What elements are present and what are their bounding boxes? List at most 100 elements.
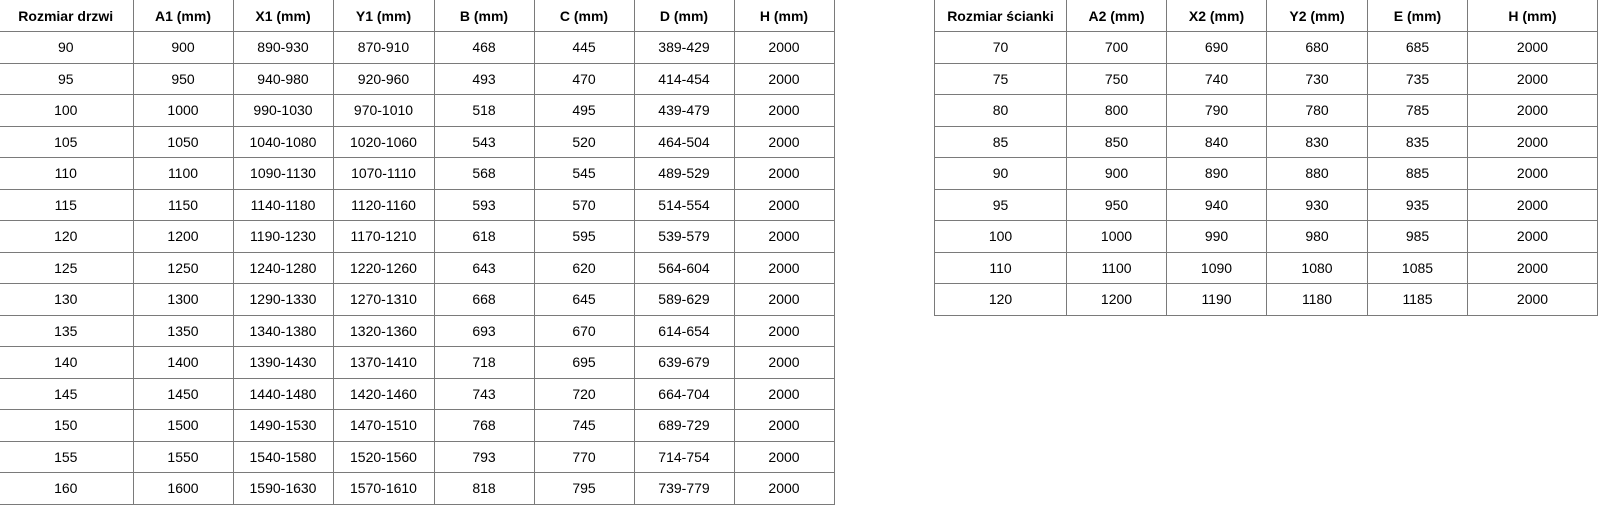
table-row: 120 1200 1190 1180 1185 2000 <box>934 283 1598 316</box>
table-row: 120 1200 1190-1230 1170-1210 618 595 539-579 20… <box>0 220 835 253</box>
table-cell: 1450 <box>132 377 234 410</box>
table-cell: 1520-1560 <box>332 440 435 473</box>
column-header: C (mm) <box>533 0 635 32</box>
table-cell: 1185 <box>1367 283 1468 316</box>
table-cell: 1440-1480 <box>232 377 334 410</box>
table-cell: 940 <box>1166 188 1267 221</box>
table-cell: 570 <box>533 188 635 221</box>
table-cell: 935 <box>1367 188 1468 221</box>
table-cell: 793 <box>433 440 535 473</box>
table-cell: 1240-1280 <box>232 251 334 284</box>
table-cell: 768 <box>433 409 535 442</box>
table-cell: 1390-1430 <box>232 346 334 379</box>
table-cell: 885 <box>1367 157 1468 190</box>
table-cell: 940-980 <box>232 62 334 95</box>
table-cell: 985 <box>1367 220 1468 253</box>
table-cell: 664-704 <box>633 377 735 410</box>
table-cell: 780 <box>1266 94 1368 127</box>
table-cell: 1200 <box>132 220 234 253</box>
table-row: 130 1300 1290-1330 1270-1310 668 645 589-629 20… <box>0 283 835 316</box>
table-cell: 618 <box>433 220 535 253</box>
table-cell: 720 <box>533 377 635 410</box>
table-cell: 493 <box>433 62 535 95</box>
table-cell: 140 <box>0 346 134 379</box>
table-row: 110 1100 1090 1080 1085 2000 <box>934 251 1598 284</box>
table-cell: 1370-1410 <box>332 346 435 379</box>
table-cell: 1300 <box>132 283 234 316</box>
table-cell: 514-554 <box>633 188 735 221</box>
table-cell: 2000 <box>1467 157 1598 190</box>
table-cell: 1420-1460 <box>332 377 435 410</box>
table-cell: 1140-1180 <box>232 188 334 221</box>
table-cell: 1090-1130 <box>232 157 334 190</box>
table-cell: 730 <box>1266 62 1368 95</box>
table-cell: 145 <box>0 377 134 410</box>
table-cell: 1150 <box>132 188 234 221</box>
table-cell: 2000 <box>733 472 835 505</box>
table-cell: 693 <box>433 314 535 347</box>
table-cell: 1220-1260 <box>332 251 435 284</box>
table-cell: 1070-1110 <box>332 157 435 190</box>
table-cell: 1100 <box>132 157 234 190</box>
column-header: Y1 (mm) <box>332 0 435 32</box>
table-cell: 90 <box>934 157 1067 190</box>
table-row: 85 850 840 830 835 2000 <box>934 125 1598 158</box>
table-cell: 1190-1230 <box>232 220 334 253</box>
table-cell: 950 <box>1066 188 1167 221</box>
column-header: Y2 (mm) <box>1266 0 1368 32</box>
table-row: 155 1550 1540-1580 1520-1560 793 770 714-754 20… <box>0 440 835 473</box>
table-cell: 695 <box>533 346 635 379</box>
table-cell: 680 <box>1266 31 1368 64</box>
table-cell: 930 <box>1266 188 1368 221</box>
table-cell: 835 <box>1367 125 1468 158</box>
column-header: D (mm) <box>633 0 735 32</box>
table-cell: 1550 <box>132 440 234 473</box>
table-cell: 980 <box>1266 220 1368 253</box>
table-cell: 1170-1210 <box>332 220 435 253</box>
table-cell: 1320-1360 <box>332 314 435 347</box>
table-cell: 464-504 <box>633 125 735 158</box>
table-row: 110 1100 1090-1130 1070-1110 568 545 489-529 20… <box>0 157 835 190</box>
table-cell: 150 <box>0 409 134 442</box>
table-cell: 920-960 <box>332 62 435 95</box>
table-cell: 414-454 <box>633 62 735 95</box>
column-header: X2 (mm) <box>1166 0 1267 32</box>
table-cell: 745 <box>533 409 635 442</box>
table-cell: 1120-1160 <box>332 188 435 221</box>
table-cell: 593 <box>433 188 535 221</box>
table-cell: 785 <box>1367 94 1468 127</box>
table-cell: 1250 <box>132 251 234 284</box>
table-cell: 564-604 <box>633 251 735 284</box>
table-cell: 2000 <box>1467 94 1598 127</box>
table-row: 90 900 890 880 885 2000 <box>934 157 1598 190</box>
table-row: 70 700 690 680 685 2000 <box>934 31 1598 64</box>
table-cell: 1080 <box>1266 251 1368 284</box>
table-cell: 2000 <box>1467 125 1598 158</box>
table-cell: 990-1030 <box>232 94 334 127</box>
table-cell: 2000 <box>733 377 835 410</box>
table-cell: 645 <box>533 283 635 316</box>
table-cell: 155 <box>0 440 134 473</box>
table-row: 80 800 790 780 785 2000 <box>934 94 1598 127</box>
table-cell: 1600 <box>132 472 234 505</box>
table-cell: 840 <box>1166 125 1267 158</box>
table-cell: 1200 <box>1066 283 1167 316</box>
table-cell: 970-1010 <box>332 94 435 127</box>
table-row: 145 1450 1440-1480 1420-1460 743 720 664-704 20… <box>0 377 835 410</box>
wall-size-table: Rozmiar ścianki A2 (mm) X2 (mm) Y2 (mm) E (m… <box>934 0 1598 316</box>
table-cell: 1490-1530 <box>232 409 334 442</box>
table-cell: 714-754 <box>633 440 735 473</box>
table-cell: 2000 <box>733 157 835 190</box>
table-cell: 740 <box>1166 62 1267 95</box>
table-row: 75 750 740 730 735 2000 <box>934 62 1598 95</box>
table-row: 115 1150 1140-1180 1120-1160 593 570 514-554 20… <box>0 188 835 221</box>
table-cell: 2000 <box>733 251 835 284</box>
column-header: A2 (mm) <box>1066 0 1167 32</box>
table-cell: 495 <box>533 94 635 127</box>
table-cell: 2000 <box>733 283 835 316</box>
table-cell: 1180 <box>1266 283 1368 316</box>
table-cell: 1470-1510 <box>332 409 435 442</box>
table-cell: 160 <box>0 472 134 505</box>
table-cell: 1570-1610 <box>332 472 435 505</box>
table-cell: 1040-1080 <box>232 125 334 158</box>
